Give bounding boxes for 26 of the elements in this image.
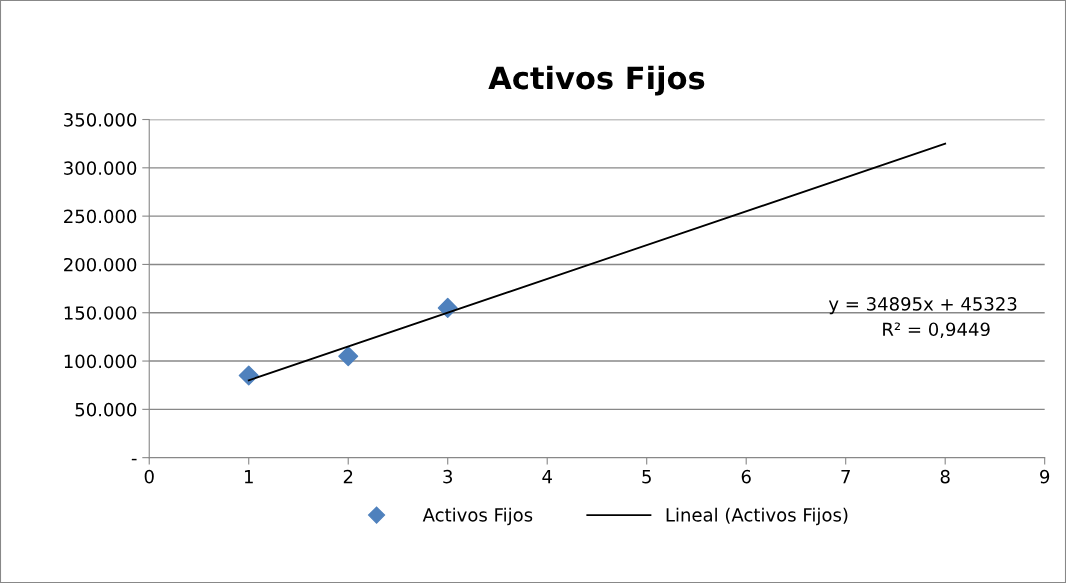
legend-label: Activos Fijos bbox=[422, 507, 533, 526]
y-tick-label: 50.000 bbox=[75, 402, 137, 417]
chart-title: Activos Fijos bbox=[488, 65, 705, 96]
y-tick-label: 300.000 bbox=[64, 161, 137, 175]
x-tick-label: 5 bbox=[642, 470, 651, 484]
x-tick-label: 9 bbox=[1040, 469, 1050, 484]
y-tick-label: 150.000 bbox=[64, 306, 137, 320]
y-tick-label: - bbox=[131, 458, 137, 461]
y-tick-label: 200.000 bbox=[64, 257, 137, 272]
x-tick-label: 3 bbox=[443, 469, 453, 484]
x-tick-label: 2 bbox=[343, 469, 353, 484]
point bbox=[437, 297, 458, 318]
x-tick-label: 0 bbox=[144, 469, 154, 484]
annotation: y = 34895x + 45323 bbox=[828, 297, 1017, 315]
point bbox=[338, 346, 359, 367]
legend-label: Lineal (Activos Fijos) bbox=[666, 507, 848, 526]
annotation: R² = 0,9449 bbox=[883, 322, 990, 338]
x-tick-label: 1 bbox=[244, 470, 253, 484]
x-tick-label: 8 bbox=[940, 469, 950, 484]
y-tick-label: 350.000 bbox=[64, 112, 137, 127]
x-tick-label: 4 bbox=[542, 470, 552, 484]
y-tick-label: 250.000 bbox=[64, 209, 137, 224]
x-tick-label: 6 bbox=[741, 469, 751, 484]
point bbox=[238, 365, 259, 386]
y-tick-label: 100.000 bbox=[64, 354, 137, 369]
x-tick-label: 7 bbox=[841, 470, 850, 484]
